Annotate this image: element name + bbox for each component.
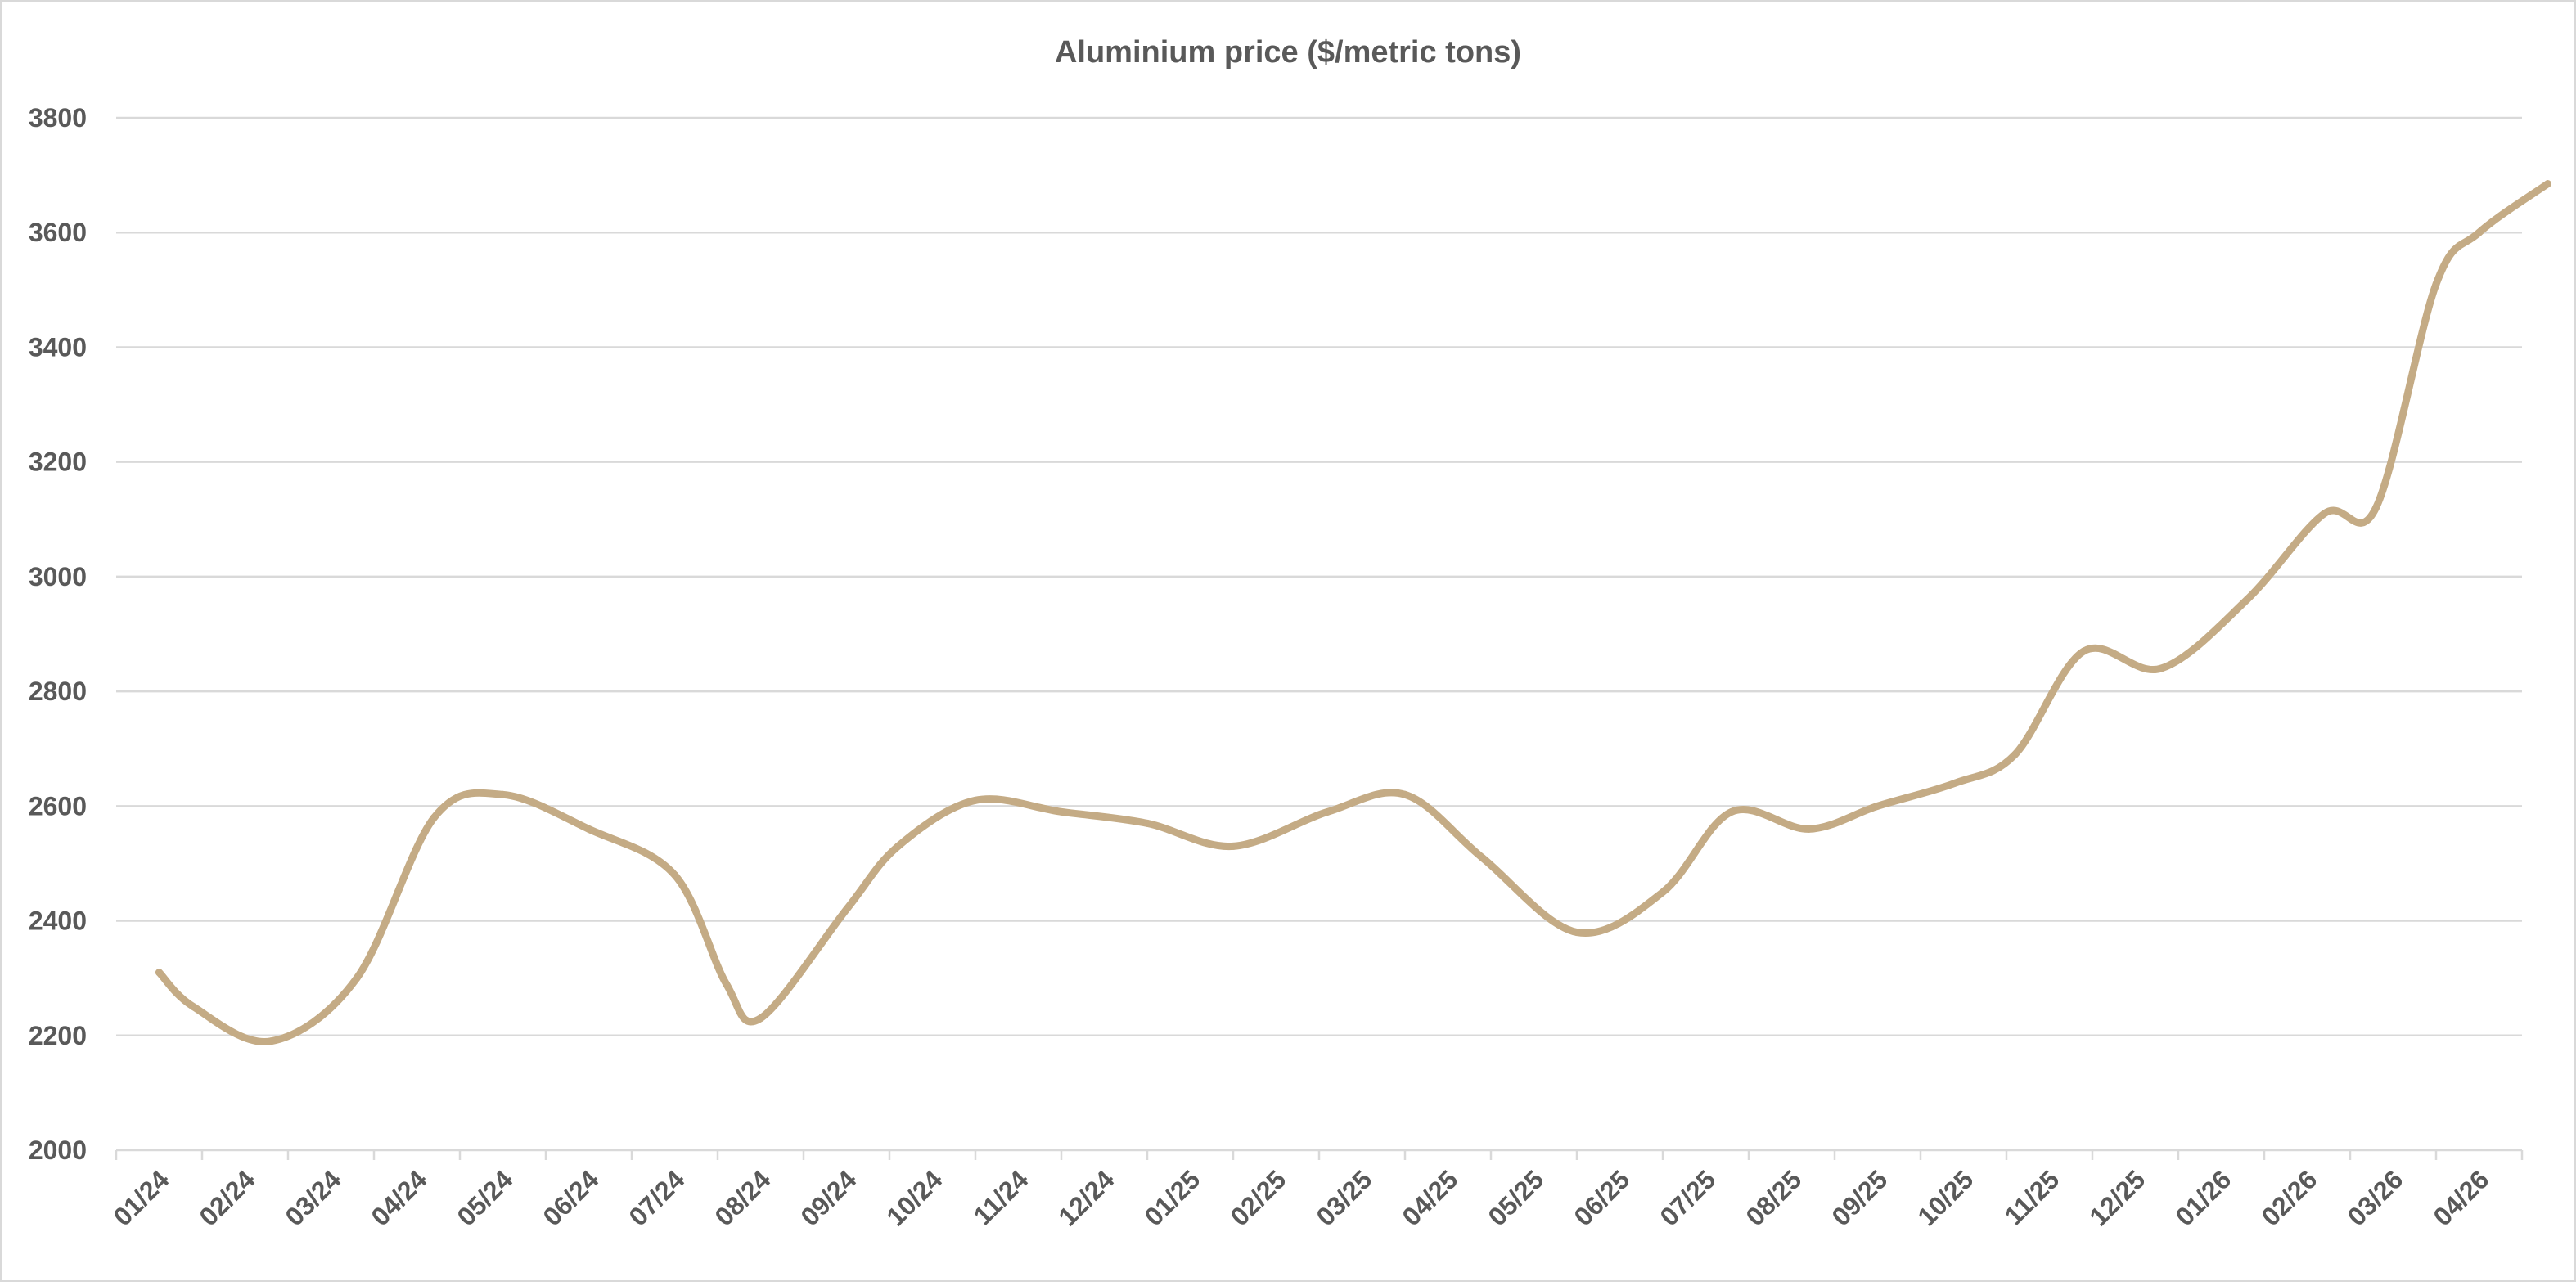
series-layer <box>155 180 2551 1045</box>
y-tick-label: 2800 <box>29 677 87 706</box>
chart-title: Aluminium price ($/metric tons) <box>1055 35 1521 70</box>
data-point <box>499 790 507 798</box>
data-point <box>1874 802 1881 810</box>
y-tick-label: 3400 <box>29 332 87 362</box>
data-point <box>1057 807 1065 816</box>
y-tick-label: 3200 <box>29 447 87 477</box>
data-point <box>894 842 902 850</box>
data-point <box>1324 807 1331 816</box>
data-point <box>1143 819 1151 827</box>
y-tick-label: 2600 <box>29 791 87 821</box>
data-point <box>843 906 850 914</box>
data-point <box>1479 853 1486 861</box>
data-point <box>757 1014 764 1023</box>
data-point <box>2544 180 2551 188</box>
y-tick-label: 2200 <box>29 1021 87 1050</box>
data-point <box>971 796 980 804</box>
x-axis <box>115 1149 2524 1160</box>
data-point <box>267 1037 275 1045</box>
data-point <box>2372 504 2380 512</box>
y-tick-label: 2400 <box>29 906 87 936</box>
data-point <box>1401 790 1409 798</box>
y-tick-label: 3800 <box>29 103 87 133</box>
data-point <box>2432 280 2440 288</box>
data-point <box>2157 664 2165 672</box>
data-point <box>2321 510 2328 518</box>
y-tick-label: 2000 <box>29 1135 87 1165</box>
data-point <box>2475 228 2483 236</box>
data-point <box>1951 779 1959 787</box>
gridlines <box>116 116 2522 1037</box>
data-point <box>1659 888 1667 896</box>
data-point <box>2011 750 2019 758</box>
y-tick-label: 3600 <box>29 218 87 247</box>
data-point <box>585 825 592 833</box>
y-axis-tick-labels: 2000 2200 2400 2600 2800 3000 3200 3400 3600 3800 <box>29 103 87 1165</box>
data-point <box>2080 647 2087 655</box>
data-point <box>353 974 361 982</box>
data-point <box>1805 825 1813 833</box>
data-point <box>430 813 438 821</box>
data-point <box>155 969 163 977</box>
data-point <box>1727 807 1736 816</box>
data-point <box>1229 842 1237 850</box>
data-point <box>1573 929 1581 937</box>
y-tick-label: 3000 <box>29 562 87 591</box>
data-point <box>190 1003 197 1011</box>
data-point <box>723 980 730 988</box>
data-point <box>671 870 678 879</box>
data-point <box>2243 596 2251 604</box>
